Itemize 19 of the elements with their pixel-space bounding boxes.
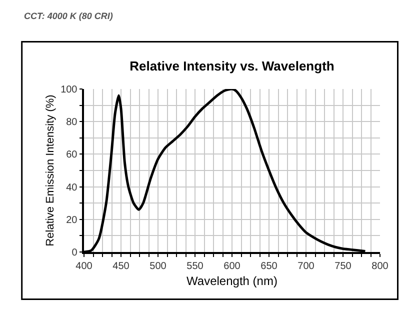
y-tick-label: 20 [66,214,78,226]
x-tick-label: 600 [224,260,241,272]
x-tick-label: 500 [150,260,167,272]
x-tick-label: 550 [186,260,204,272]
x-tick-label: 750 [334,260,352,272]
y-tick-label: 0 [72,248,78,258]
x-tick-label: 800 [372,260,389,272]
x-tick-label: 700 [298,260,315,272]
y-tick-label: 100 [60,84,78,96]
y-axis-title: Relative Emission Intensity (%) [44,94,57,246]
y-tick-label: 80 [66,117,78,128]
y-tick-label: 60 [66,150,78,161]
chart-subtitle: CCT: 4000 K (80 CRI) [24,11,113,21]
chart-title: Relative Intensity vs. Wavelength [130,58,334,74]
x-tick-label: 400 [76,260,93,272]
y-tick-label: 40 [66,182,78,194]
x-tick-label: 450 [112,260,130,272]
x-axis-title: Wavelength (nm) [186,274,278,288]
x-tick-label: 650 [260,260,278,272]
